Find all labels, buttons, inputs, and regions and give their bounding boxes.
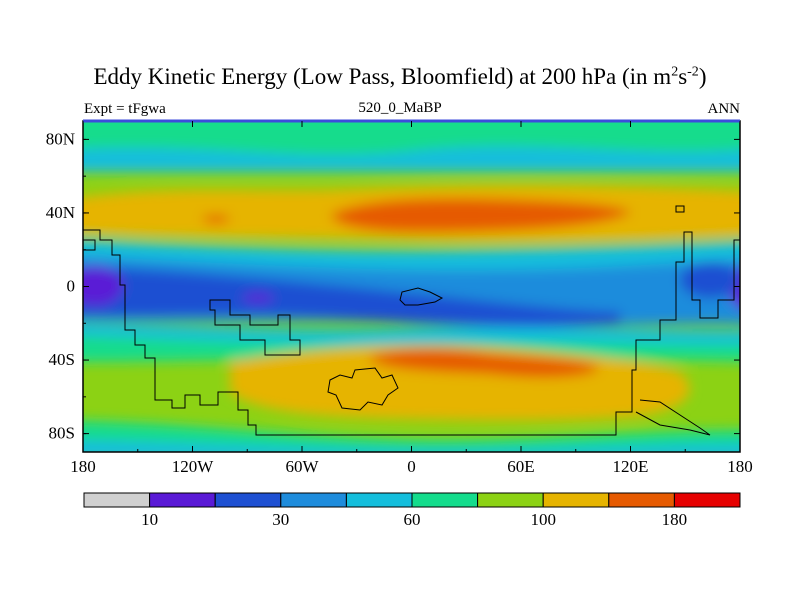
arctic-inner	[83, 121, 740, 155]
x-tick-label: 60E	[507, 457, 534, 476]
y-tick-label: 40S	[49, 350, 75, 369]
y-tick-label: 0	[67, 277, 76, 296]
coastline-main	[83, 229, 740, 436]
coastline-west-edge	[83, 239, 96, 251]
x-tick-label: 0	[407, 457, 416, 476]
season-label: ANN	[707, 101, 741, 117]
x-tick-label: 60W	[285, 457, 319, 476]
colorbar-swatch	[214, 492, 282, 508]
tropics-core-mid	[242, 293, 274, 303]
coastline-islet	[675, 205, 685, 213]
colorbar-label: 180	[662, 510, 688, 529]
north-jet-patch	[202, 215, 230, 223]
colorbar-swatch	[149, 492, 216, 508]
colorbar-swatch	[608, 492, 675, 508]
colorbar-swatch	[542, 492, 610, 508]
coastlines	[83, 205, 740, 436]
north-jet-core	[330, 198, 632, 232]
x-tick-label: 120E	[613, 457, 649, 476]
colorbar-swatch	[345, 492, 413, 508]
colorbar-label: 10	[141, 510, 158, 529]
y-tick-label: 80S	[49, 424, 75, 443]
chart-title: Eddy Kinetic Energy (Low Pass, Bloomfiel…	[93, 64, 707, 89]
tropics-east-blob	[680, 262, 740, 298]
y-tick-label: 80N	[46, 129, 75, 148]
axes: 180 120W 60W 0 60E 120E 180 80N 40N 0 40S 80S	[46, 121, 753, 476]
coastline-antarctic-east	[635, 399, 711, 436]
antarctic-band	[83, 420, 740, 452]
colorbar-swatch	[411, 492, 479, 508]
x-tick-label: 180	[727, 457, 753, 476]
x-tick-label: 120W	[172, 457, 215, 476]
y-tick-label: 40N	[46, 203, 75, 222]
experiment-label: Expt = tFgwa	[84, 101, 166, 117]
colorbar-swatch	[673, 492, 741, 508]
period-label: 520_0_MaBP	[358, 100, 442, 116]
x-tick-label: 180	[70, 457, 96, 476]
coastline-africa-outline	[327, 367, 399, 411]
tropics-minimum	[83, 266, 620, 328]
colorbar-swatch	[83, 492, 151, 508]
colorbar-swatch	[477, 492, 544, 508]
coastline-island	[399, 287, 444, 306]
colorbar-label: 100	[530, 510, 556, 529]
tropics-core-west	[83, 266, 123, 306]
coastline-south-america	[209, 299, 301, 356]
colorbar-label: 60	[404, 510, 421, 529]
south-jet-core	[368, 349, 600, 378]
contour-field	[83, 121, 740, 452]
colorbar-label: 30	[272, 510, 289, 529]
colorbar-swatch	[280, 492, 347, 508]
colorbar: 10 30 60 100 180	[83, 492, 741, 529]
